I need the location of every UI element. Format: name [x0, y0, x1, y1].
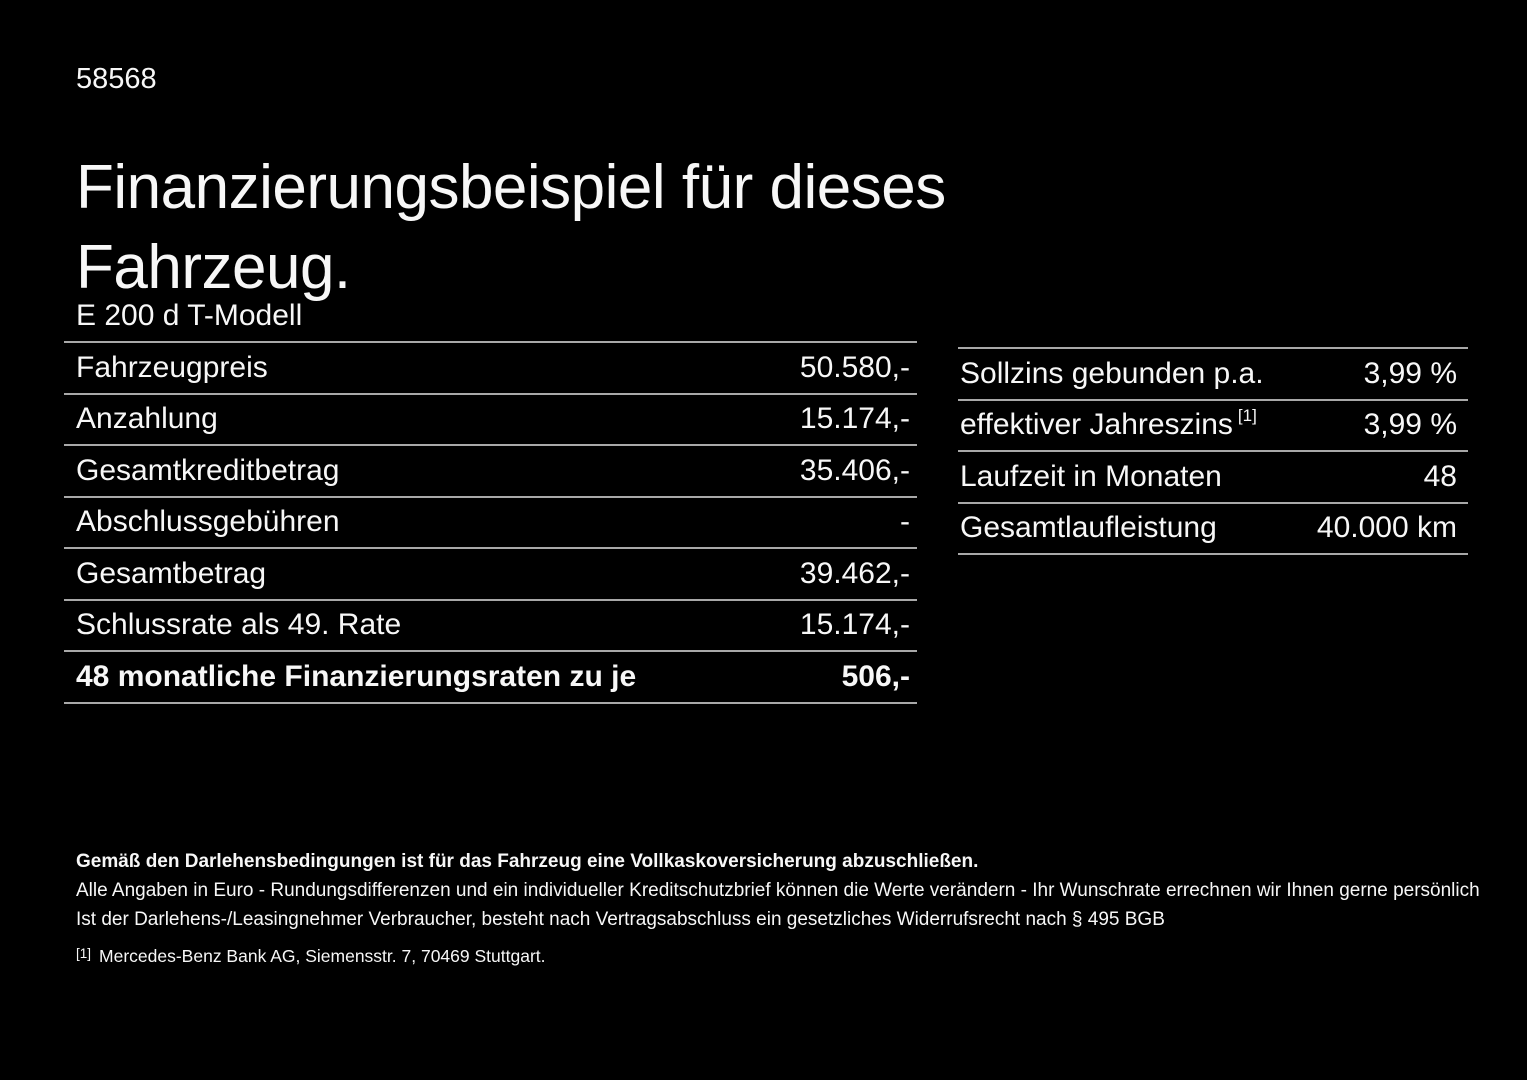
doc-number: 58568: [76, 63, 157, 95]
row-monatsraten: 48 monatliche Finanzierungsraten zu je 5…: [64, 652, 917, 704]
footnote: [1] Mercedes-Benz Bank AG, Siemensstr. 7,…: [76, 943, 1476, 967]
row-label: Gesamtbetrag: [76, 556, 267, 590]
row-laufzeit: Laufzeit in Monaten 48: [958, 452, 1468, 504]
row-label: effektiver Jahreszins [1]: [960, 406, 1257, 442]
row-value: 3,99 %: [1363, 408, 1457, 442]
row-anzahlung: Anzahlung 15.174,-: [64, 395, 917, 446]
vehicle-model-name: E 200 d T-Modell: [76, 299, 303, 332]
row-value: 3,99 %: [1363, 356, 1457, 390]
row-value: 35.406,-: [799, 453, 910, 487]
row-fahrzeugpreis: Fahrzeugpreis 50.580,-: [64, 343, 917, 395]
footnote-ref: [1]: [1237, 406, 1257, 426]
footnote-text: Mercedes-Benz Bank AG, Siemensstr. 7, 70…: [99, 946, 546, 966]
footnote-marker: [1]: [76, 946, 92, 961]
row-label: Abschlussgebühren: [76, 505, 340, 539]
row-effektiver-jahreszins: effektiver Jahreszins [1] 3,99 %: [958, 401, 1468, 452]
finance-table: Fahrzeugpreis 50.580,- Anzahlung 15.174,…: [64, 341, 917, 704]
row-value: 39.462,-: [799, 556, 910, 590]
page-title: Finanzierungsbeispiel für dieses Fahrzeu…: [76, 152, 946, 302]
conditions-table: Sollzins gebunden p.a. 3,99 % effektiver…: [958, 347, 1468, 555]
row-label: Schlussrate als 49. Rate: [76, 608, 402, 642]
row-sollzins: Sollzins gebunden p.a. 3,99 %: [958, 349, 1468, 401]
row-label: Laufzeit in Monaten: [960, 459, 1222, 493]
row-value: 48: [1423, 459, 1457, 493]
row-value: 15.174,-: [799, 402, 910, 436]
legal-footer: Gemäß den Darlehensbedingungen ist für d…: [76, 851, 1480, 975]
row-value: -: [900, 505, 910, 539]
row-value: 40.000 km: [1316, 511, 1457, 545]
row-abschlussgebuehren: Abschlussgebühren -: [64, 498, 917, 549]
row-schlussrate: Schlussrate als 49. Rate 15.174,-: [64, 601, 917, 652]
row-value: 15.174,-: [799, 608, 910, 642]
row-label: Anzahlung: [76, 402, 218, 436]
row-label: Fahrzeugpreis: [76, 350, 268, 384]
insurance-note: Gemäß den Darlehensbedingungen ist für d…: [76, 851, 979, 872]
row-gesamtlaufleistung: Gesamtlaufleistung 40.000 km: [958, 504, 1468, 555]
row-label: Gesamtlaufleistung: [960, 511, 1217, 545]
rounding-note: Alle Angaben in Euro - Rundungsdifferenz…: [76, 880, 1480, 901]
row-label: Sollzins gebunden p.a.: [960, 356, 1264, 390]
row-label: Gesamtkreditbetrag: [76, 453, 340, 487]
row-value: 50.580,-: [799, 350, 910, 384]
row-gesamtkreditbetrag: Gesamtkreditbetrag 35.406,-: [64, 446, 917, 498]
withdrawal-note: Ist der Darlehens-/Leasingnehmer Verbrau…: [76, 909, 1165, 930]
row-gesamtbetrag: Gesamtbetrag 39.462,-: [64, 549, 917, 601]
row-value: 506,-: [841, 659, 910, 693]
row-label: 48 monatliche Finanzierungsraten zu je: [76, 659, 637, 693]
